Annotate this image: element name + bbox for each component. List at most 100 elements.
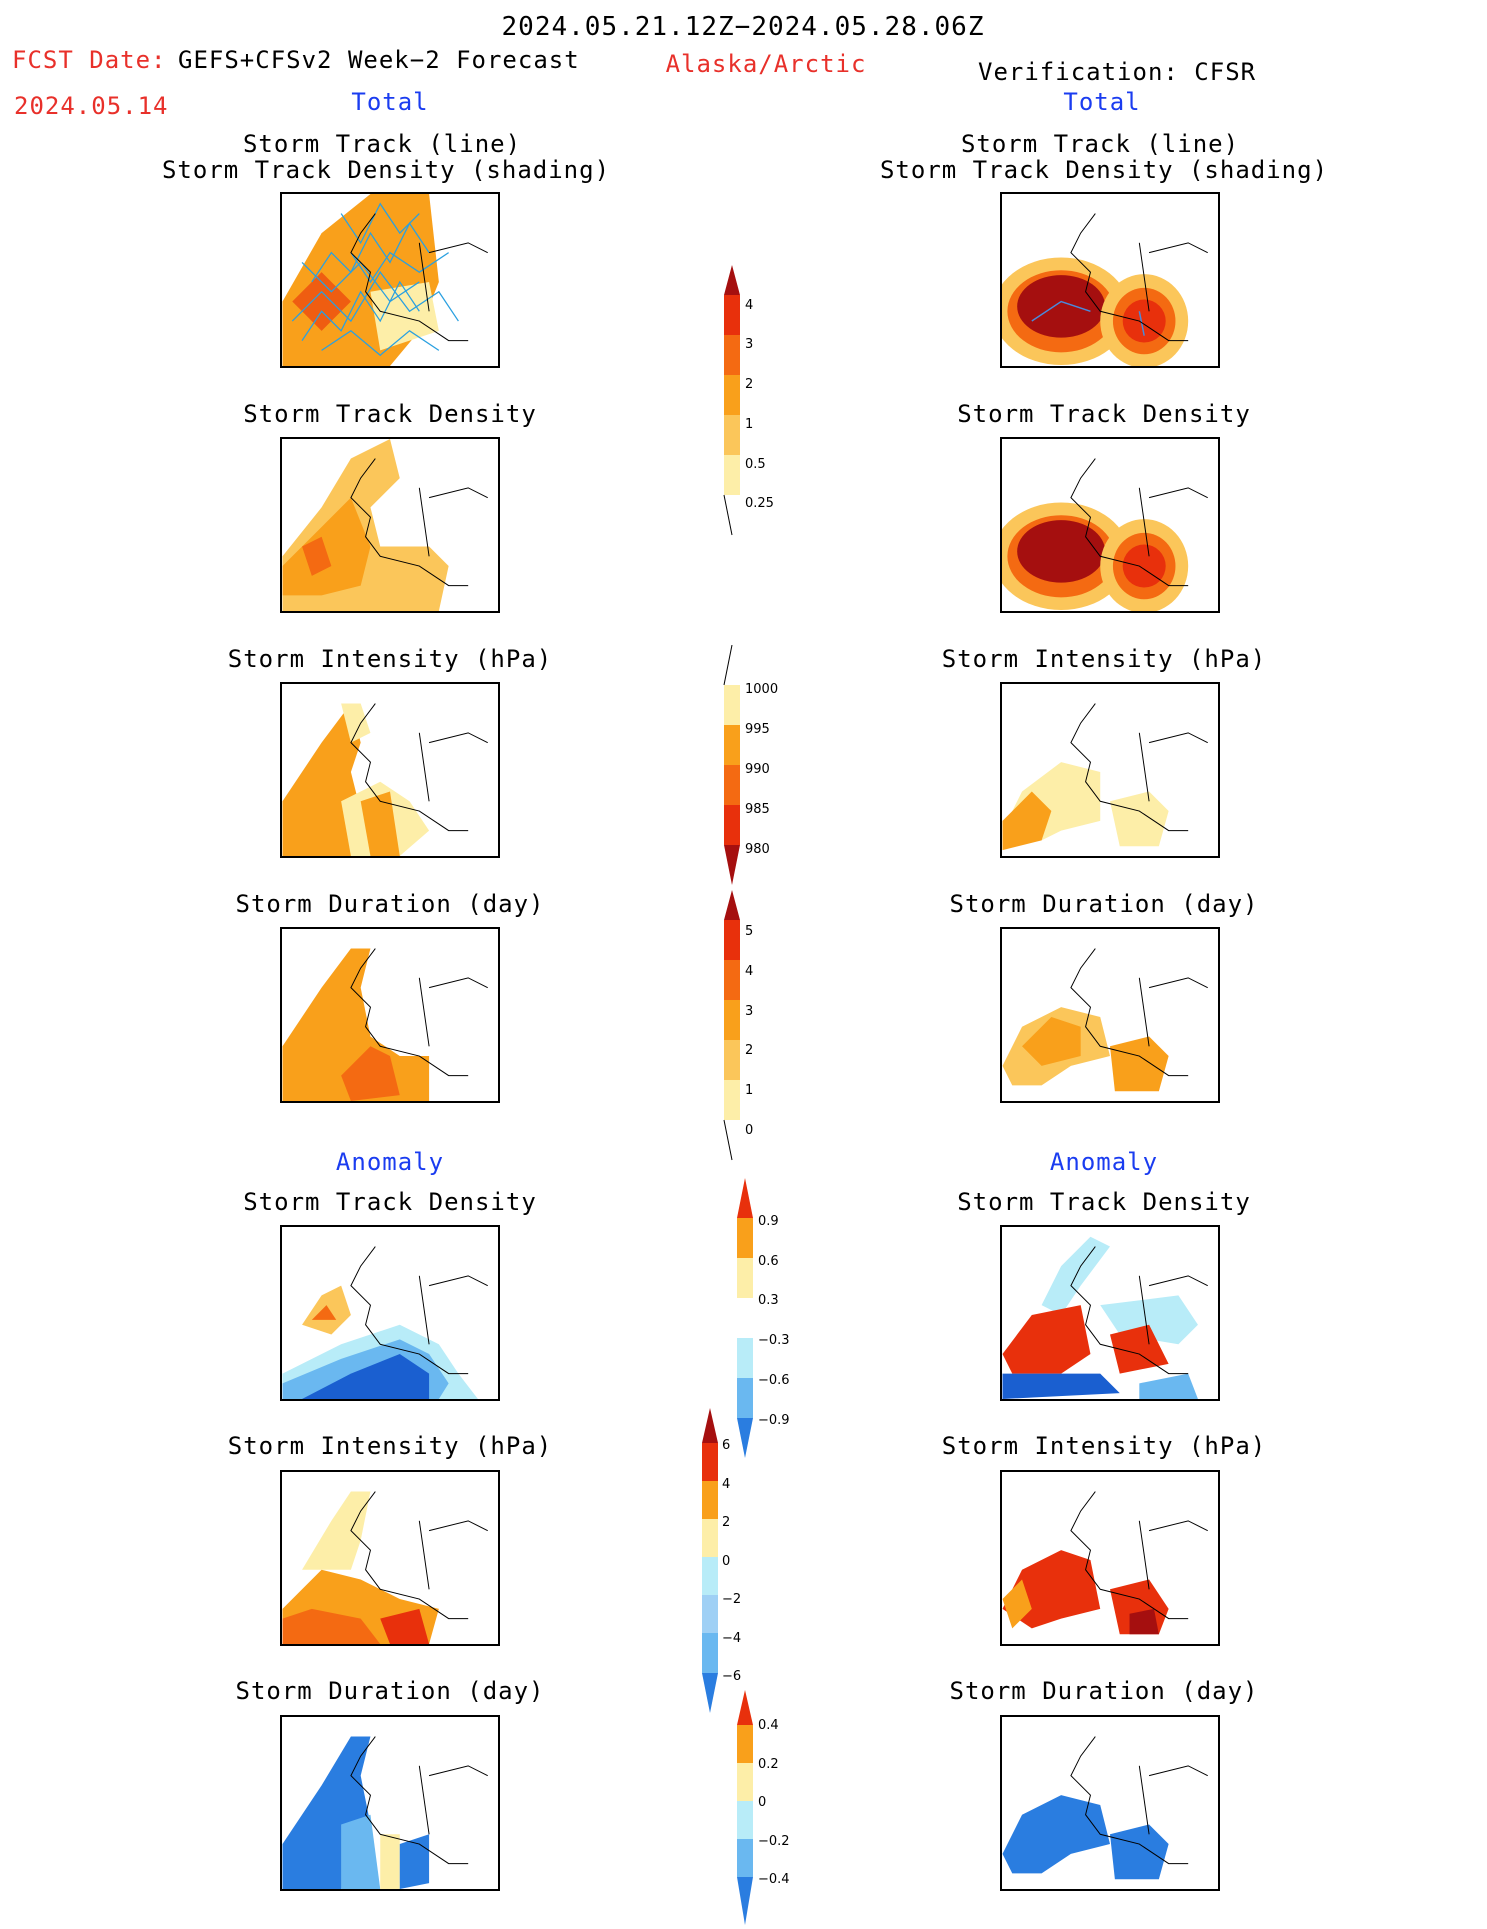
tick-duration-4: 1 (745, 1083, 754, 1098)
fcst-label: FCST Date: (12, 46, 167, 74)
colorbar-density (722, 265, 742, 549)
right-anom-duration-title: Storm Duration (day) (949, 1677, 1259, 1705)
map-right-intensity (1000, 682, 1220, 858)
right-anom-density-title: Storm Track Density (957, 1188, 1251, 1216)
tick-density-anom-2: 0.3 (758, 1293, 779, 1308)
tick-intensity-anom-6: −6 (722, 1669, 742, 1684)
tick-intensity-anom-2: 2 (722, 1515, 731, 1530)
colorbar-intensity-anom-svg (702, 1408, 718, 1713)
tick-density-4: 0.5 (745, 457, 766, 472)
tick-duration-anom-3: −0.2 (758, 1834, 790, 1849)
tick-duration-2: 3 (745, 1004, 754, 1019)
tick-density-1: 3 (745, 337, 754, 352)
right-anomaly-label: Anomaly (1049, 1148, 1159, 1176)
tick-duration-anom-4: −0.4 (758, 1872, 790, 1887)
colorbar-duration-anom (735, 1690, 755, 1929)
map-left-anom-intensity (280, 1470, 500, 1646)
colorbar-duration (722, 890, 742, 1174)
map-right-anom-density-svg (1002, 1236, 1208, 1399)
right-intensity-title: Storm Intensity (hPa) (941, 645, 1267, 673)
left-total-label: Total (351, 88, 429, 116)
right-total-label: Total (1063, 88, 1141, 116)
right-track-density-title: Storm Track Density (957, 400, 1251, 428)
right-track-line-title: Storm Track (line) (960, 130, 1240, 158)
right-track-density-shading-title: Storm Track Density (shading) (879, 156, 1329, 184)
tick-intensity-1: 995 (745, 722, 770, 737)
tick-intensity-anom-4: −2 (722, 1592, 742, 1607)
left-intensity-title: Storm Intensity (hPa) (227, 645, 553, 673)
tick-density-2: 2 (745, 377, 754, 392)
forecast-title: GEFS+CFSv2 Week−2 Forecast (178, 46, 580, 74)
left-anom-density-title: Storm Track Density (243, 1188, 537, 1216)
left-anom-intensity-title: Storm Intensity (hPa) (227, 1432, 553, 1460)
tick-intensity-anom-5: −4 (722, 1631, 742, 1646)
tick-intensity-4: 980 (745, 842, 770, 857)
map-right-track-density-svg (1002, 458, 1208, 611)
colorbar-intensity (722, 644, 742, 889)
tick-duration-anom-0: 0.4 (758, 1718, 779, 1733)
tick-duration-5: 0 (745, 1123, 754, 1138)
verification-title: Verification: CFSR (978, 58, 1257, 86)
left-duration-title: Storm Duration (day) (235, 890, 545, 918)
tick-density-anom-5: −0.9 (758, 1413, 790, 1428)
tick-duration-anom-2: 0 (758, 1795, 767, 1810)
colorbar-density-anom-svg (737, 1178, 753, 1458)
map-left-track-density-svg (282, 439, 488, 611)
map-left-anom-density (280, 1225, 500, 1401)
tick-density-anom-0: 0.9 (758, 1214, 779, 1229)
date-range-title: 2024.05.21.12Z−2024.05.28.06Z (501, 12, 985, 42)
left-track-line-title: Storm Track (line) (242, 130, 522, 158)
map-left-anom-duration-svg (282, 1736, 488, 1889)
colorbar-density-anom (735, 1178, 755, 1462)
map-left-anom-intensity-svg (282, 1491, 488, 1644)
tick-density-anom-1: 0.6 (758, 1254, 779, 1269)
tick-density-5: 0.25 (745, 496, 774, 511)
colorbar-intensity-svg (723, 644, 740, 885)
map-right-anom-density (1000, 1225, 1220, 1401)
map-left-intensity-svg (282, 703, 488, 856)
map-right-anom-intensity (1000, 1470, 1220, 1646)
map-right-duration (1000, 927, 1220, 1103)
tick-density-3: 1 (745, 417, 754, 432)
region-title: Alaska/Arctic (665, 50, 867, 78)
map-right-intensity-svg (1002, 703, 1208, 851)
tick-intensity-3: 985 (745, 802, 770, 817)
colorbar-density-svg (723, 265, 740, 536)
map-left-duration (280, 927, 500, 1103)
tick-density-anom-4: −0.6 (758, 1373, 790, 1388)
map-right-anom-intensity-svg (1002, 1491, 1208, 1635)
left-track-density-shading-title: Storm Track Density (shading) (161, 156, 611, 184)
left-track-density-title: Storm Track Density (243, 400, 537, 428)
map-right-track-line-svg (1002, 213, 1208, 366)
colorbar-duration-anom-svg (737, 1690, 753, 1925)
left-anom-duration-title: Storm Duration (day) (235, 1677, 545, 1705)
map-left-track-line (280, 192, 500, 368)
tick-duration-anom-1: 0.2 (758, 1757, 779, 1772)
tick-duration-1: 4 (745, 964, 754, 979)
tick-intensity-anom-1: 4 (722, 1477, 731, 1492)
colorbar-intensity-anom (700, 1408, 720, 1717)
tick-density-0: 4 (745, 298, 754, 313)
map-right-anom-duration-svg (1002, 1736, 1208, 1880)
right-anom-intensity-title: Storm Intensity (hPa) (941, 1432, 1267, 1460)
map-left-anom-duration (280, 1715, 500, 1891)
tick-duration-3: 2 (745, 1043, 754, 1058)
left-anomaly-label: Anomaly (335, 1148, 445, 1176)
tick-intensity-anom-3: 0 (722, 1554, 731, 1569)
tick-duration-0: 5 (745, 924, 754, 939)
map-left-track-line-svg (282, 194, 488, 366)
map-left-track-density (280, 437, 500, 613)
map-left-intensity (280, 682, 500, 858)
tick-density-anom-3: −0.3 (758, 1333, 790, 1348)
tick-intensity-2: 990 (745, 762, 770, 777)
map-left-duration-svg (282, 948, 488, 1101)
map-right-anom-duration (1000, 1715, 1220, 1891)
map-right-track-density (1000, 437, 1220, 613)
map-left-anom-density-svg (282, 1246, 488, 1399)
right-duration-title: Storm Duration (day) (949, 890, 1259, 918)
tick-intensity-0: 1000 (745, 682, 779, 697)
tick-intensity-anom-0: 6 (722, 1438, 731, 1453)
fcst-date: 2024.05.14 (14, 92, 169, 120)
map-right-track-line (1000, 192, 1220, 368)
colorbar-duration-svg (723, 890, 740, 1161)
